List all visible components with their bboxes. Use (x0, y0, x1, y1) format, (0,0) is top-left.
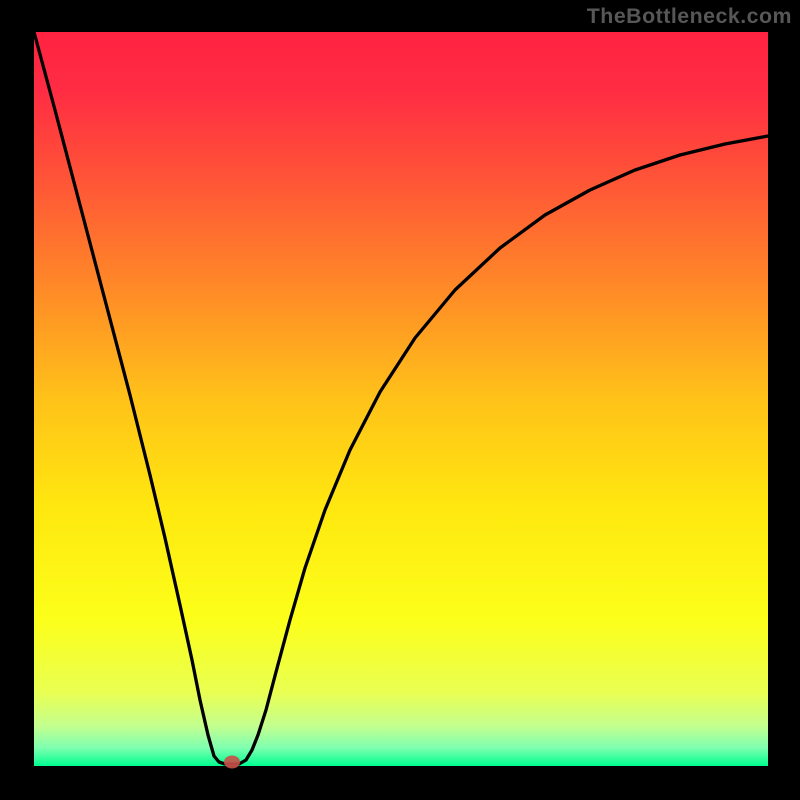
optimal-point-marker (224, 756, 240, 769)
bottleneck-curve-chart (0, 0, 800, 800)
chart-container: TheBottleneck.com (0, 0, 800, 800)
watermark-text: TheBottleneck.com (587, 4, 792, 29)
chart-plot-background (34, 32, 768, 766)
